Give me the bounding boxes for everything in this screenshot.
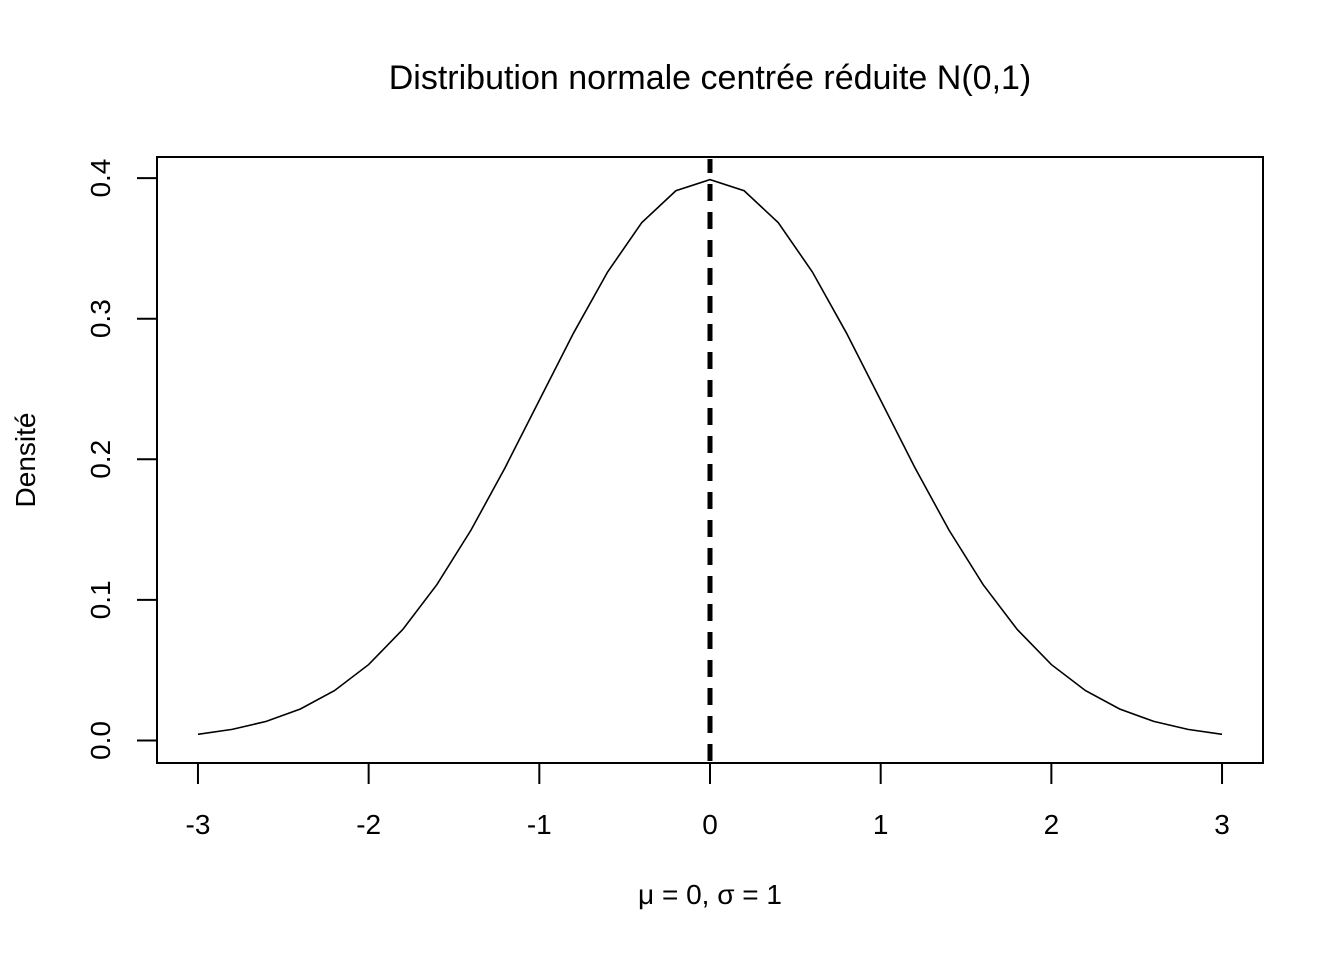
x-tick-label: -2	[356, 809, 381, 840]
y-axis: 0.0 0.1 0.2 0.3 0.4	[85, 159, 158, 760]
y-tick-label: 0.3	[85, 299, 116, 338]
y-tick-label: 0.0	[85, 721, 116, 760]
x-tick-label: 3	[1214, 809, 1230, 840]
density-curve	[197, 178, 1223, 736]
x-tick-label: 2	[1044, 809, 1060, 840]
x-tick-label: 1	[873, 809, 889, 840]
x-tick-label: -1	[527, 809, 552, 840]
y-tick-label: 0.2	[85, 440, 116, 479]
y-tick-label: 0.1	[85, 580, 116, 619]
x-tick-label: -3	[186, 809, 211, 840]
chart-title: Distribution normale centrée réduite N(0…	[389, 59, 1032, 97]
x-axis: -3 -2 -1 0 1 2 3	[186, 762, 1230, 840]
y-tick-label: 0.4	[85, 159, 116, 198]
x-axis-label: μ = 0, σ = 1	[638, 879, 782, 910]
x-tick-label: 0	[702, 809, 718, 840]
y-axis-label: Densité	[10, 413, 41, 508]
